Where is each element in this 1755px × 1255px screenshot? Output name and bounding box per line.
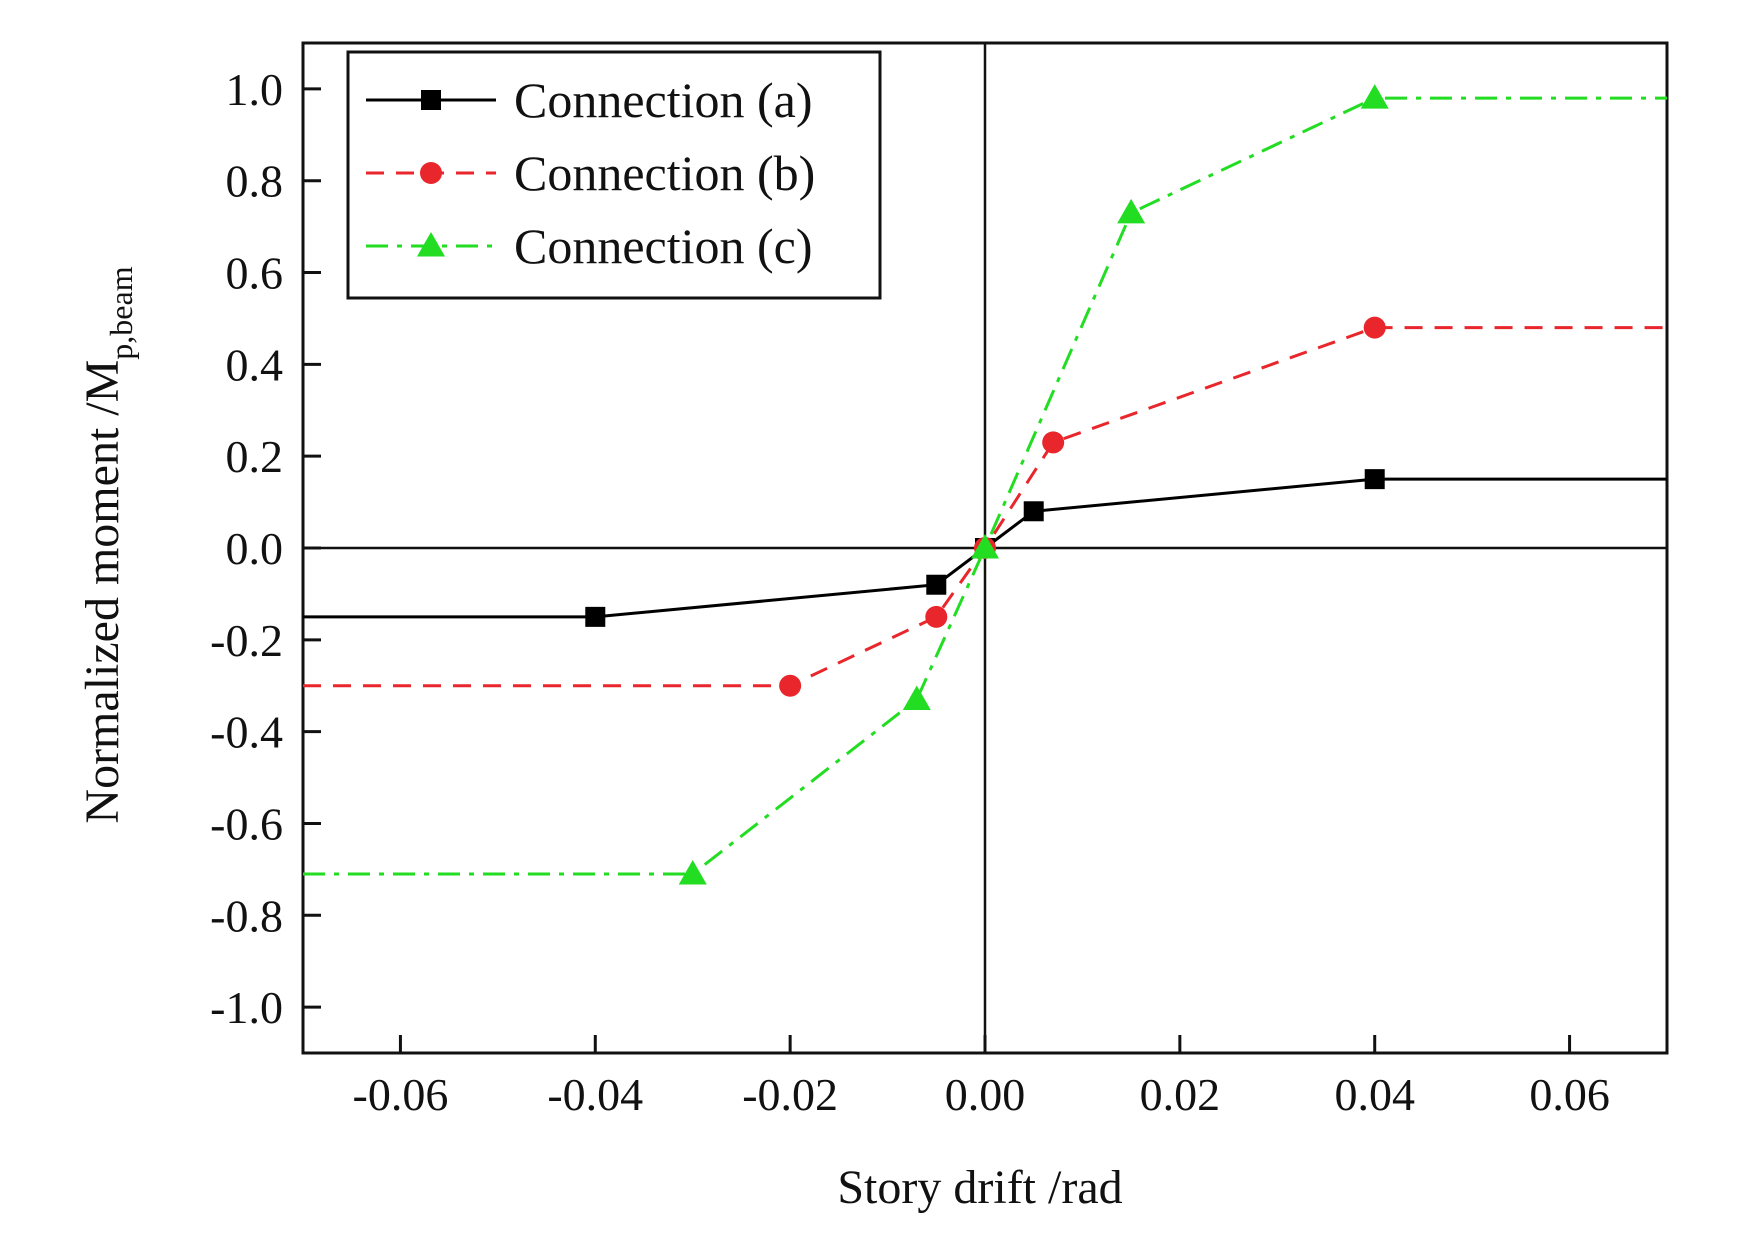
data-point xyxy=(925,605,948,628)
y-tick-label: -0.2 xyxy=(210,615,283,666)
y-axis-title-subscript: p,beam xyxy=(103,266,139,359)
data-point xyxy=(678,859,707,885)
x-tick-label: 0.02 xyxy=(1140,1069,1221,1120)
series-group xyxy=(303,84,1667,885)
x-tick-label: 0.04 xyxy=(1334,1069,1415,1120)
data-point xyxy=(779,674,802,697)
legend-label: Connection (a) xyxy=(514,72,813,128)
y-tick-label: 1.0 xyxy=(226,64,284,115)
y-tick-label: -1.0 xyxy=(210,982,283,1033)
data-point xyxy=(585,606,606,627)
legend-marker xyxy=(417,232,445,257)
y-tick-label: 0.4 xyxy=(226,339,284,390)
y-tick-label: -0.6 xyxy=(210,798,283,849)
y-axis-title: Normalized moment /Mp,beam xyxy=(76,266,139,823)
legend-label: Connection (c) xyxy=(514,218,813,274)
data-point xyxy=(971,534,999,559)
y-axis-title-main: Normalized moment /M xyxy=(76,360,129,824)
y-tick-label: -0.4 xyxy=(210,707,283,758)
data-point xyxy=(902,685,931,710)
data-point xyxy=(1023,501,1044,522)
data-point xyxy=(926,574,947,595)
legend-marker xyxy=(420,162,442,184)
axis-titles: Story drift /rad Normalized moment /Mp,b… xyxy=(76,266,1123,1214)
data-point xyxy=(1364,469,1385,490)
data-point xyxy=(1117,198,1146,224)
y-tick-label: 0.8 xyxy=(226,156,284,207)
legend-marker xyxy=(421,90,441,110)
x-tick-label: -0.06 xyxy=(353,1069,449,1120)
y-tick-label: -0.8 xyxy=(210,890,283,941)
y-tick-label: 0.6 xyxy=(226,248,284,299)
data-point xyxy=(1042,431,1065,454)
legend-label: Connection (b) xyxy=(514,145,815,201)
y-tick-label: 0.2 xyxy=(226,431,284,482)
series-triangle xyxy=(303,84,1667,885)
x-tick-label: 0.00 xyxy=(945,1069,1026,1120)
x-tick-label: -0.04 xyxy=(547,1069,643,1120)
y-tick-label: 0.0 xyxy=(226,523,284,574)
x-tick-label: -0.02 xyxy=(742,1069,838,1120)
x-axis-title: Story drift /rad xyxy=(837,1161,1122,1214)
x-tick-label: 0.06 xyxy=(1529,1069,1610,1120)
data-point xyxy=(1360,84,1389,109)
legend: Connection (a) Connection (b) Connection (… xyxy=(346,50,882,300)
plot-axes: -0.06 -0.04 -0.02 0.00 0.02 0.04 0.06 1.0 0.8 0.6… xyxy=(210,41,1669,1120)
data-point xyxy=(1363,316,1386,339)
